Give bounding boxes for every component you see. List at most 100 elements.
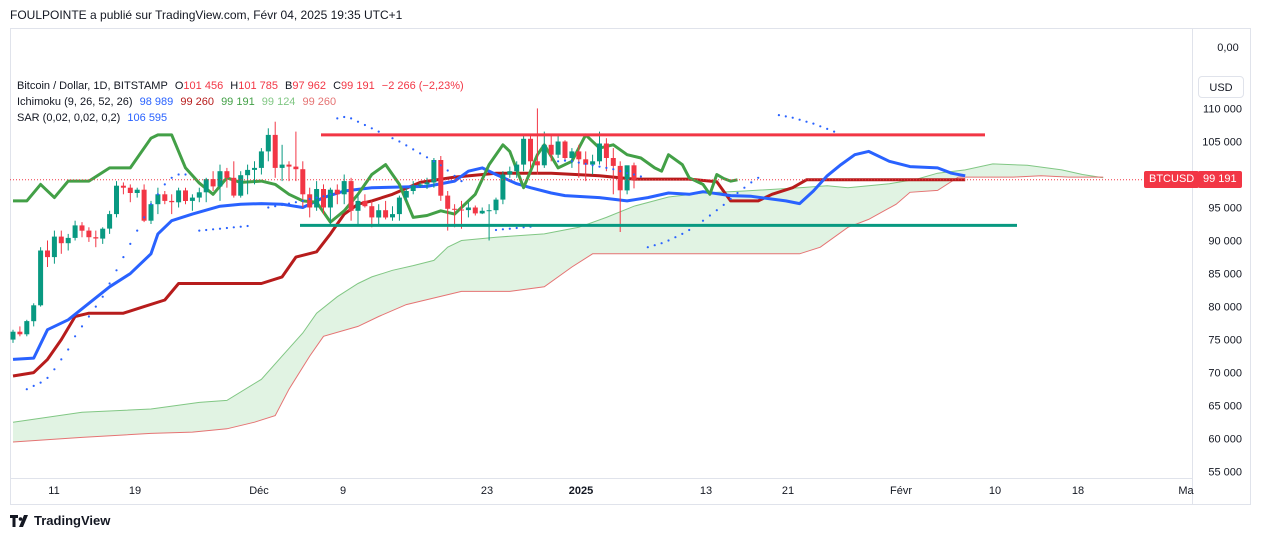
sar-dot bbox=[833, 130, 836, 133]
sar-dot bbox=[177, 173, 180, 176]
candle-body bbox=[355, 200, 361, 211]
sar-dot bbox=[777, 114, 781, 117]
y-tick-label: 110 000 bbox=[1203, 103, 1242, 115]
sar-dot bbox=[122, 256, 125, 259]
candle-body bbox=[224, 171, 230, 178]
candle-body bbox=[631, 165, 637, 180]
sar-dot bbox=[419, 152, 422, 155]
sar-dot bbox=[377, 130, 380, 133]
x-tick-label: Févr bbox=[890, 485, 912, 497]
sar-dot bbox=[639, 175, 643, 178]
sar-dot bbox=[329, 193, 332, 196]
x-tick-label: 19 bbox=[129, 485, 141, 497]
candle-body bbox=[162, 194, 168, 201]
candle-body bbox=[79, 225, 85, 231]
y-tick-label: 85 000 bbox=[1208, 269, 1242, 281]
candles bbox=[10, 108, 637, 343]
sar-dot bbox=[398, 140, 401, 143]
sar-dot bbox=[267, 206, 270, 209]
candle-body bbox=[300, 169, 306, 195]
candle-body bbox=[189, 197, 195, 201]
sar-dot bbox=[115, 269, 118, 272]
tradingview-logo[interactable]: TradingView bbox=[10, 513, 110, 528]
candle-body bbox=[507, 171, 513, 175]
sar-dot bbox=[281, 203, 284, 206]
legend-sar-label[interactable]: SAR (0,02, 0,02, 0,2) bbox=[17, 112, 121, 124]
currency-button[interactable]: USD bbox=[1198, 76, 1244, 98]
candle-body bbox=[238, 175, 244, 196]
legend-high-label: H bbox=[230, 80, 239, 92]
price-axis-divider bbox=[1192, 28, 1193, 505]
sar-dot bbox=[660, 242, 663, 245]
sar-dot bbox=[729, 197, 732, 200]
sar-dot bbox=[674, 236, 677, 239]
candle-body bbox=[417, 184, 423, 186]
legend-tenkan-value: 98 989 bbox=[139, 96, 174, 108]
sar-dot bbox=[232, 226, 235, 229]
x-tick-label: 21 bbox=[782, 485, 794, 497]
candle-body bbox=[286, 164, 292, 167]
sar-dot bbox=[274, 205, 277, 208]
legend-kijun-value: 99 260 bbox=[180, 96, 214, 108]
candle-body bbox=[479, 210, 485, 214]
legend-open-label: O bbox=[174, 80, 184, 92]
x-tick-label: 23 bbox=[481, 485, 493, 497]
legend-sar-value: 106 595 bbox=[127, 112, 168, 124]
sar-dot bbox=[508, 227, 511, 230]
sar-dot bbox=[653, 244, 656, 247]
candle-body bbox=[120, 185, 126, 188]
x-tick-label: 2025 bbox=[569, 485, 593, 497]
legend-high: 101 785 bbox=[238, 80, 278, 92]
sar-dot bbox=[25, 388, 28, 391]
candle-body bbox=[210, 179, 216, 187]
sar-dot bbox=[343, 115, 346, 119]
sar-dot bbox=[156, 193, 159, 196]
candle-body bbox=[610, 158, 616, 166]
candle-body bbox=[576, 151, 582, 160]
candle-body bbox=[383, 210, 389, 218]
candle-body bbox=[362, 200, 368, 207]
candle-body bbox=[541, 144, 547, 166]
legend-close-label: C bbox=[333, 80, 342, 92]
candle-body bbox=[597, 143, 602, 162]
candle-body bbox=[410, 185, 416, 191]
sar-dot bbox=[784, 115, 787, 118]
legend-sar-row[interactable]: SAR (0,02, 0,02, 0,2) 106 595 bbox=[17, 110, 171, 126]
y-tick-label: 70 000 bbox=[1208, 368, 1242, 380]
sar-dot bbox=[239, 225, 242, 228]
sar-dot bbox=[315, 196, 318, 199]
candle-body bbox=[396, 197, 402, 215]
candle-body bbox=[51, 236, 57, 258]
sar-dot bbox=[598, 165, 601, 168]
legend-ichimoku-row[interactable]: Ichimoku (9, 26, 52, 26) 98 989 99 260 9… bbox=[17, 94, 340, 110]
ichimoku-cloud bbox=[12, 163, 1104, 443]
sar-dot bbox=[391, 137, 394, 140]
sar-dot bbox=[681, 232, 684, 235]
sar-dot bbox=[750, 181, 753, 184]
legend-ichimoku-label[interactable]: Ichimoku (9, 26, 52, 26) bbox=[17, 96, 133, 108]
candle-body bbox=[272, 134, 278, 168]
legend-symbol[interactable]: Bitcoin / Dollar, 1D, BITSTAMP bbox=[17, 80, 168, 92]
candle-body bbox=[279, 164, 285, 168]
candle-body bbox=[493, 199, 499, 211]
sar-dot bbox=[294, 201, 297, 204]
sar-dot bbox=[563, 159, 567, 162]
candle-body bbox=[72, 225, 78, 238]
sar-dot bbox=[494, 228, 498, 232]
sar-dot bbox=[163, 183, 166, 186]
x-tick-label: 10 bbox=[989, 485, 1001, 497]
sar-dot bbox=[439, 164, 442, 167]
candle-body bbox=[134, 189, 140, 193]
legend-symbol-row[interactable]: Bitcoin / Dollar, 1D, BITSTAMP O101 456 … bbox=[17, 78, 468, 94]
candle-body bbox=[438, 160, 444, 196]
sar-dot bbox=[446, 169, 449, 172]
tradingview-logo-icon bbox=[10, 514, 28, 527]
sar-dot bbox=[736, 191, 739, 195]
candle-body bbox=[403, 191, 409, 198]
candle-body bbox=[583, 159, 589, 165]
y-tick-label: 80 000 bbox=[1208, 302, 1242, 314]
candle-body bbox=[100, 228, 106, 239]
sar-dot bbox=[708, 214, 712, 217]
